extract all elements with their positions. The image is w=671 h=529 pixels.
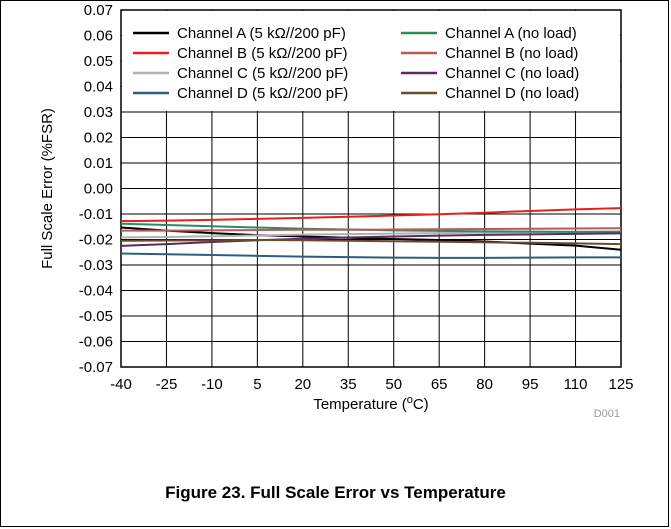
y-tick-label: -0.07: [79, 359, 113, 376]
x-tick-label: 95: [522, 376, 539, 393]
legend-label-1: Channel B (5 kΩ//200 pF): [177, 45, 347, 62]
y-tick-label: 0.05: [84, 53, 113, 70]
y-tick-label: 0.06: [84, 28, 113, 45]
series-line-1: [120, 207, 622, 223]
x-tick-label: -40: [110, 376, 132, 393]
y-tick-label: 0.07: [84, 2, 113, 19]
legend-label-0: Channel A (5 kΩ//200 pF): [177, 25, 346, 42]
y-tick-label: -0.02: [79, 232, 113, 249]
legend-label-5: Channel B (no load): [445, 45, 578, 62]
legend-background: [122, 11, 620, 111]
x-tick-label: 5: [253, 376, 261, 393]
series-line-6: [120, 232, 622, 247]
y-tick-label: 0.03: [84, 104, 113, 121]
x-tick-label: 80: [476, 376, 493, 393]
y-tick-label: 0.04: [84, 79, 113, 96]
y-tick-label: 0.00: [84, 181, 113, 198]
legend-label-6: Channel C (no load): [445, 65, 579, 82]
x-tick-label: 20: [294, 376, 311, 393]
y-tick-label: -0.01: [79, 206, 113, 223]
y-tick-label: -0.03: [79, 257, 113, 274]
figure-code: D001: [594, 408, 620, 420]
x-axis-label: Temperature (oC): [313, 394, 428, 413]
x-tick-label: 35: [340, 376, 357, 393]
legend-label-3: Channel D (5 kΩ//200 pF): [177, 85, 348, 102]
x-tick-label: -10: [201, 376, 223, 393]
x-tick-label: 125: [608, 376, 633, 393]
x-tick-label: 65: [431, 376, 448, 393]
chart: -0.07 -0.06 -0.05 -0.04 -0.03 -0.02 -0.01 0.00 0…: [39, 2, 634, 420]
figure-caption: Figure 23. Full Scale Error vs Temperatu…: [165, 483, 506, 502]
series-line-7: [120, 239, 622, 246]
x-tick-label: -25: [156, 376, 178, 393]
y-tick-label: -0.04: [79, 283, 113, 300]
y-tick-label: -0.05: [79, 308, 113, 325]
x-tick-label: 50: [385, 376, 402, 393]
y-tick-label: 0.02: [84, 130, 113, 147]
series-line-3: [120, 252, 621, 259]
legend-label-7: Channel D (no load): [445, 85, 579, 102]
series-line-0: [120, 226, 622, 251]
y-axis-label: Full Scale Error (%FSR): [39, 108, 56, 269]
legend-label-4: Channel A (no load): [445, 25, 577, 42]
legend-label-2: Channel C (5 kΩ//200 pF): [177, 65, 348, 82]
y-tick-label: 0.01: [84, 155, 113, 172]
plot-border: [120, 9, 622, 368]
series-line-5: [121, 227, 622, 232]
y-tick-label: -0.06: [79, 334, 113, 351]
x-tick-label: 110: [564, 376, 588, 393]
